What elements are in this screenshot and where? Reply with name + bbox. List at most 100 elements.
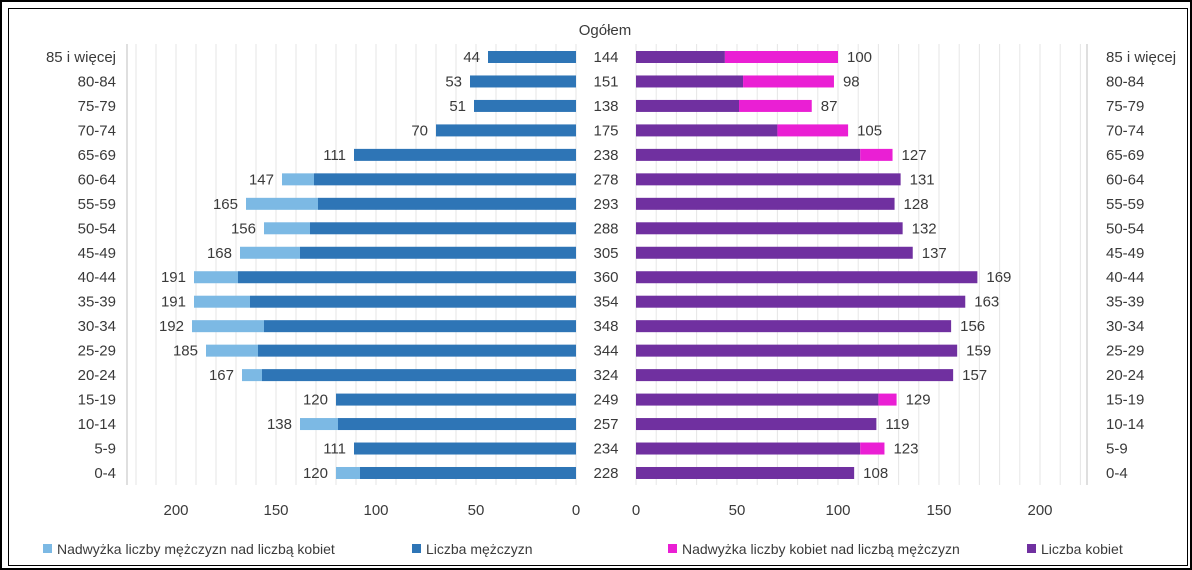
total-value-label: 278 [593, 171, 618, 188]
chart-inner-border [8, 8, 1188, 566]
bar-men [300, 246, 576, 259]
category-label-left: 55-59 [78, 196, 116, 213]
bar-men-surplus [300, 418, 338, 431]
men-value-label: 185 [173, 343, 198, 360]
total-value-label: 324 [593, 367, 618, 384]
bar-men-surplus [242, 369, 262, 382]
men-value-label: 138 [267, 416, 292, 433]
men-value-label: 111 [323, 441, 346, 458]
women-value-label: 123 [893, 441, 918, 458]
category-label-right: 5-9 [1106, 441, 1128, 458]
tick-labels: 200 150 100 50 0 0 50 100 150 200 [163, 502, 1052, 519]
bar-women [636, 246, 913, 259]
x-tick-label-left: 100 [363, 502, 388, 519]
men-value-label: 191 [161, 269, 186, 286]
women-value-label: 159 [966, 343, 991, 360]
bar-men [436, 124, 576, 137]
bar-women-surplus [878, 393, 897, 406]
total-value-label: 344 [593, 343, 618, 360]
bar-men [318, 197, 576, 210]
total-value-label: 238 [593, 147, 618, 164]
chart-title: Ogółem [579, 22, 632, 39]
bar-women [636, 75, 744, 88]
category-label-right: 55-59 [1106, 196, 1144, 213]
category-label-right: 15-19 [1106, 392, 1144, 409]
total-value-label: 305 [593, 245, 618, 262]
bar-men-surplus [282, 173, 314, 186]
bar-men [354, 442, 576, 455]
total-value-label: 249 [593, 392, 618, 409]
total-value-label: 228 [593, 465, 618, 482]
category-label-right: 80-84 [1106, 73, 1144, 90]
bar-men [338, 418, 576, 431]
legend-swatch [668, 544, 677, 553]
bar-men-surplus [206, 344, 258, 357]
x-tick-label-right: 0 [632, 502, 640, 519]
category-label-right: 20-24 [1106, 367, 1144, 384]
x-tick-label-left: 200 [163, 502, 188, 519]
category-label-left: 45-49 [78, 245, 116, 262]
legend-swatch [412, 544, 421, 553]
category-label-right: 50-54 [1106, 220, 1144, 237]
bar-men [238, 271, 576, 284]
bar-women [636, 51, 725, 63]
men-value-label: 191 [161, 294, 186, 311]
total-value-label: 151 [593, 73, 618, 90]
x-tick-label-right: 100 [825, 502, 850, 519]
men-value-label: 120 [303, 465, 328, 482]
women-value-label: 100 [847, 49, 872, 66]
bar-women [636, 271, 978, 284]
category-label-left: 50-54 [78, 220, 116, 237]
men-value-label: 147 [249, 171, 274, 188]
bar-men [264, 320, 576, 333]
men-value-label: 192 [159, 318, 184, 335]
category-label-right: 30-34 [1106, 318, 1144, 335]
legend-label: Nadwyżka liczby kobiet nad liczbą mężczy… [682, 541, 960, 557]
category-label-right: 70-74 [1106, 122, 1144, 139]
category-label-left: 30-34 [78, 318, 116, 335]
category-label-left: 20-24 [78, 367, 116, 384]
bar-women [636, 393, 879, 406]
bar-women [636, 442, 861, 455]
women-value-label: 127 [902, 147, 927, 164]
category-label-right: 45-49 [1106, 245, 1144, 262]
men-value-label: 70 [411, 122, 428, 139]
total-value-label: 144 [593, 49, 618, 66]
women-value-label: 131 [910, 171, 935, 188]
category-label-left: 0-4 [94, 465, 116, 482]
x-tick-label-right: 150 [926, 502, 951, 519]
total-value-label: 138 [593, 98, 618, 115]
women-value-label: 163 [974, 294, 999, 311]
category-label-right: 25-29 [1106, 343, 1144, 360]
category-label-right: 75-79 [1106, 98, 1144, 115]
total-value-label: 354 [593, 294, 618, 311]
total-value-label: 348 [593, 318, 618, 335]
total-value-label: 293 [593, 196, 618, 213]
total-value-label: 175 [593, 122, 618, 139]
bar-men-surplus [246, 197, 318, 210]
bar-men [488, 51, 576, 63]
bar-women [636, 173, 901, 186]
category-label-right: 10-14 [1106, 416, 1144, 433]
bar-men [314, 173, 576, 186]
women-value-label: 129 [906, 392, 931, 409]
women-value-label: 98 [843, 73, 860, 90]
bar-women [636, 148, 861, 161]
men-value-label: 167 [209, 367, 234, 384]
bar-men-surplus [194, 295, 250, 308]
total-value-label: 360 [593, 269, 618, 286]
bar-women [636, 369, 954, 382]
category-label-left: 25-29 [78, 343, 116, 360]
men-value-label: 168 [207, 245, 232, 262]
legend-swatch [43, 544, 52, 553]
bar-men-surplus [192, 320, 264, 333]
category-label-left: 5-9 [94, 441, 116, 458]
category-label-right: 85 i więcej [1106, 49, 1176, 66]
category-label-right: 60-64 [1106, 171, 1144, 188]
total-value-label: 257 [593, 416, 618, 433]
bar-women [636, 295, 966, 308]
bar-men [354, 148, 576, 161]
bar-women [636, 418, 877, 431]
bar-women-surplus [777, 124, 849, 137]
